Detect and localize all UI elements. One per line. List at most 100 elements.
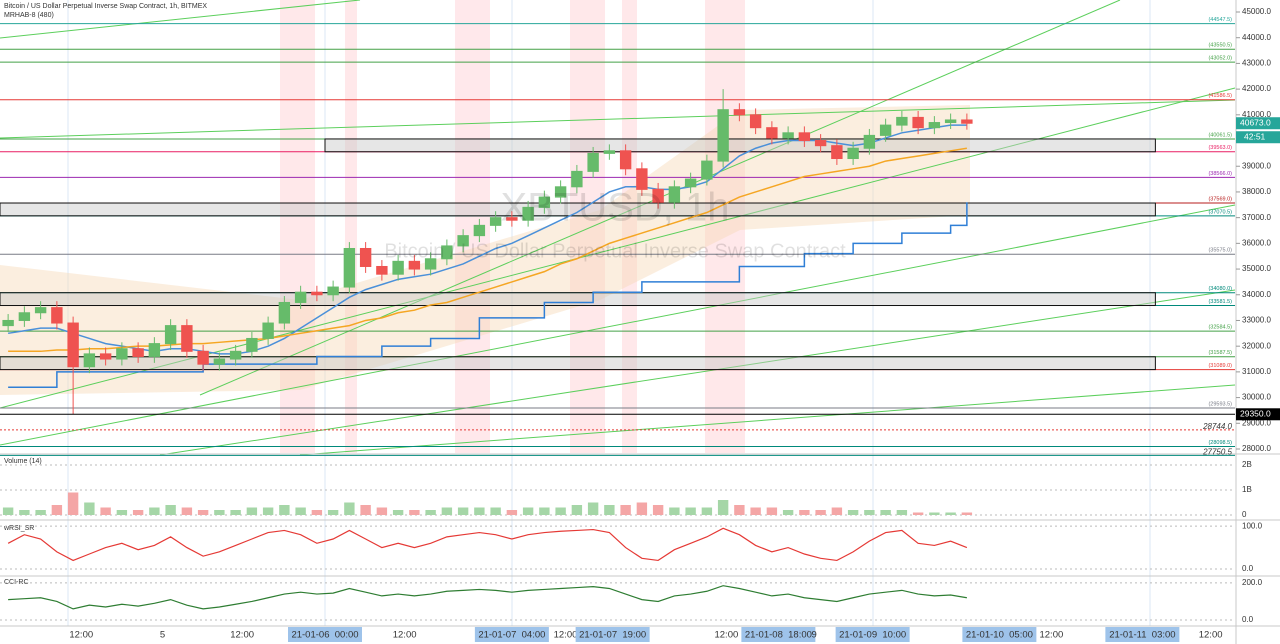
candle-body (359, 247, 372, 267)
volume-bar (961, 512, 973, 515)
volume-bar (230, 510, 241, 515)
x-tick-highlight (835, 627, 910, 642)
level-label: (29593.5) (1208, 401, 1232, 407)
volume-bar (685, 507, 696, 515)
band (570, 0, 605, 453)
volume-bar (457, 507, 469, 515)
y-tick-label: 0.0 (1242, 564, 1254, 573)
candle-body (652, 188, 664, 203)
candle-body (311, 291, 323, 296)
candle-body (473, 224, 486, 237)
volume-bar (490, 507, 501, 515)
volume-bar (555, 507, 566, 515)
volume-bar (132, 510, 144, 515)
candle-body (749, 114, 762, 129)
candle-body (782, 132, 794, 139)
y-tick-label: 200.0 (1242, 578, 1263, 587)
trend-line (0, 0, 361, 39)
level-label: (43052.0) (1208, 56, 1232, 62)
overlay-line (8, 202, 968, 389)
level-label: (40061.5) (1208, 132, 1232, 138)
volume-bar (522, 507, 534, 515)
level-label: (32584.5) (1208, 325, 1232, 331)
pane-title: CCI-RC (4, 579, 29, 586)
candle-body (571, 170, 583, 188)
volume-bar (701, 507, 713, 515)
y-tick-label: 34000.0 (1242, 290, 1271, 299)
level-label: (37070.5) (1208, 209, 1232, 215)
y-tick-label: 36000.0 (1242, 238, 1271, 247)
candle-body (132, 348, 144, 357)
volume-bar (35, 510, 46, 515)
candle-body (489, 217, 502, 226)
volume-bar (734, 505, 745, 515)
volume-bar (360, 505, 371, 515)
candle-body (668, 186, 681, 203)
main-pane (0, 23, 1235, 456)
candle-body (506, 217, 518, 221)
candle-body (164, 325, 177, 345)
volume-bar (197, 510, 209, 515)
price-mark-label: 28744.0 (1202, 422, 1232, 431)
volume-bar (620, 505, 631, 515)
volume-bar (344, 502, 355, 515)
x-tick-highlight (575, 627, 650, 642)
candle-body (814, 140, 827, 147)
level-label: (38566.0) (1208, 171, 1232, 177)
volume-bar (587, 502, 599, 515)
level-label: (43550.5) (1208, 43, 1232, 49)
candle-body (99, 353, 112, 360)
trend-line (0, 99, 1236, 139)
volume-bar (425, 510, 436, 515)
volume-bar (311, 510, 323, 515)
volume-bar (149, 507, 160, 515)
candle-body (457, 235, 469, 247)
candle-body (67, 322, 79, 368)
volume-bar (571, 505, 583, 515)
x-tick-label: 12:00 (1039, 630, 1063, 641)
y-tick-label: 32000.0 (1242, 341, 1271, 350)
y-tick-label: 35000.0 (1242, 264, 1271, 273)
trend-line (0, 204, 1236, 446)
candle-body (116, 348, 128, 360)
candle-body (798, 132, 811, 142)
volume-bar (847, 510, 859, 515)
y-tick-label: 39000.0 (1242, 161, 1271, 170)
volume-bar (246, 507, 258, 515)
level-label: (33581.5) (1208, 299, 1232, 305)
y-tick-label: 38000.0 (1242, 187, 1271, 196)
trend-line (159, 289, 1236, 456)
candle-body (684, 178, 697, 188)
price-badge (1236, 117, 1280, 130)
candle-body (408, 260, 421, 270)
x-tick-label: 21-01-07 04:00 (478, 630, 545, 641)
level-label: (39563.0) (1208, 145, 1232, 151)
x-tick-label: 12:00 (69, 630, 93, 641)
countdown-badge (1236, 131, 1280, 144)
volume-bar (2, 507, 14, 515)
price-badge-label: 29350.0 (1240, 409, 1271, 419)
volume-bar (912, 512, 924, 515)
candle-body (278, 301, 291, 324)
level-label: (28098.5) (1208, 440, 1232, 446)
candle-body (717, 109, 729, 162)
y-tick-label: 1B (1242, 485, 1252, 494)
pane-title: Volume (14) (4, 458, 42, 465)
candle-body (51, 307, 63, 324)
y-tick-label: 2B (1242, 460, 1252, 469)
level-label: (37569.0) (1208, 196, 1232, 202)
volume-bar (929, 512, 940, 515)
candle-body (554, 186, 567, 198)
candle-body (879, 124, 892, 136)
y-tick-label: 44000.0 (1242, 33, 1271, 42)
x-tick-label: 12:00 (230, 630, 254, 641)
price-mark-label: 27750.5 (1202, 448, 1232, 457)
volume-bar (636, 502, 648, 515)
level-label: (35575.0) (1208, 248, 1232, 254)
volume-bar (100, 507, 111, 515)
x-tick-highlight (962, 627, 1037, 642)
y-tick-label: 0.0 (1242, 615, 1254, 624)
rsi-line (7, 527, 968, 562)
band (345, 0, 357, 453)
